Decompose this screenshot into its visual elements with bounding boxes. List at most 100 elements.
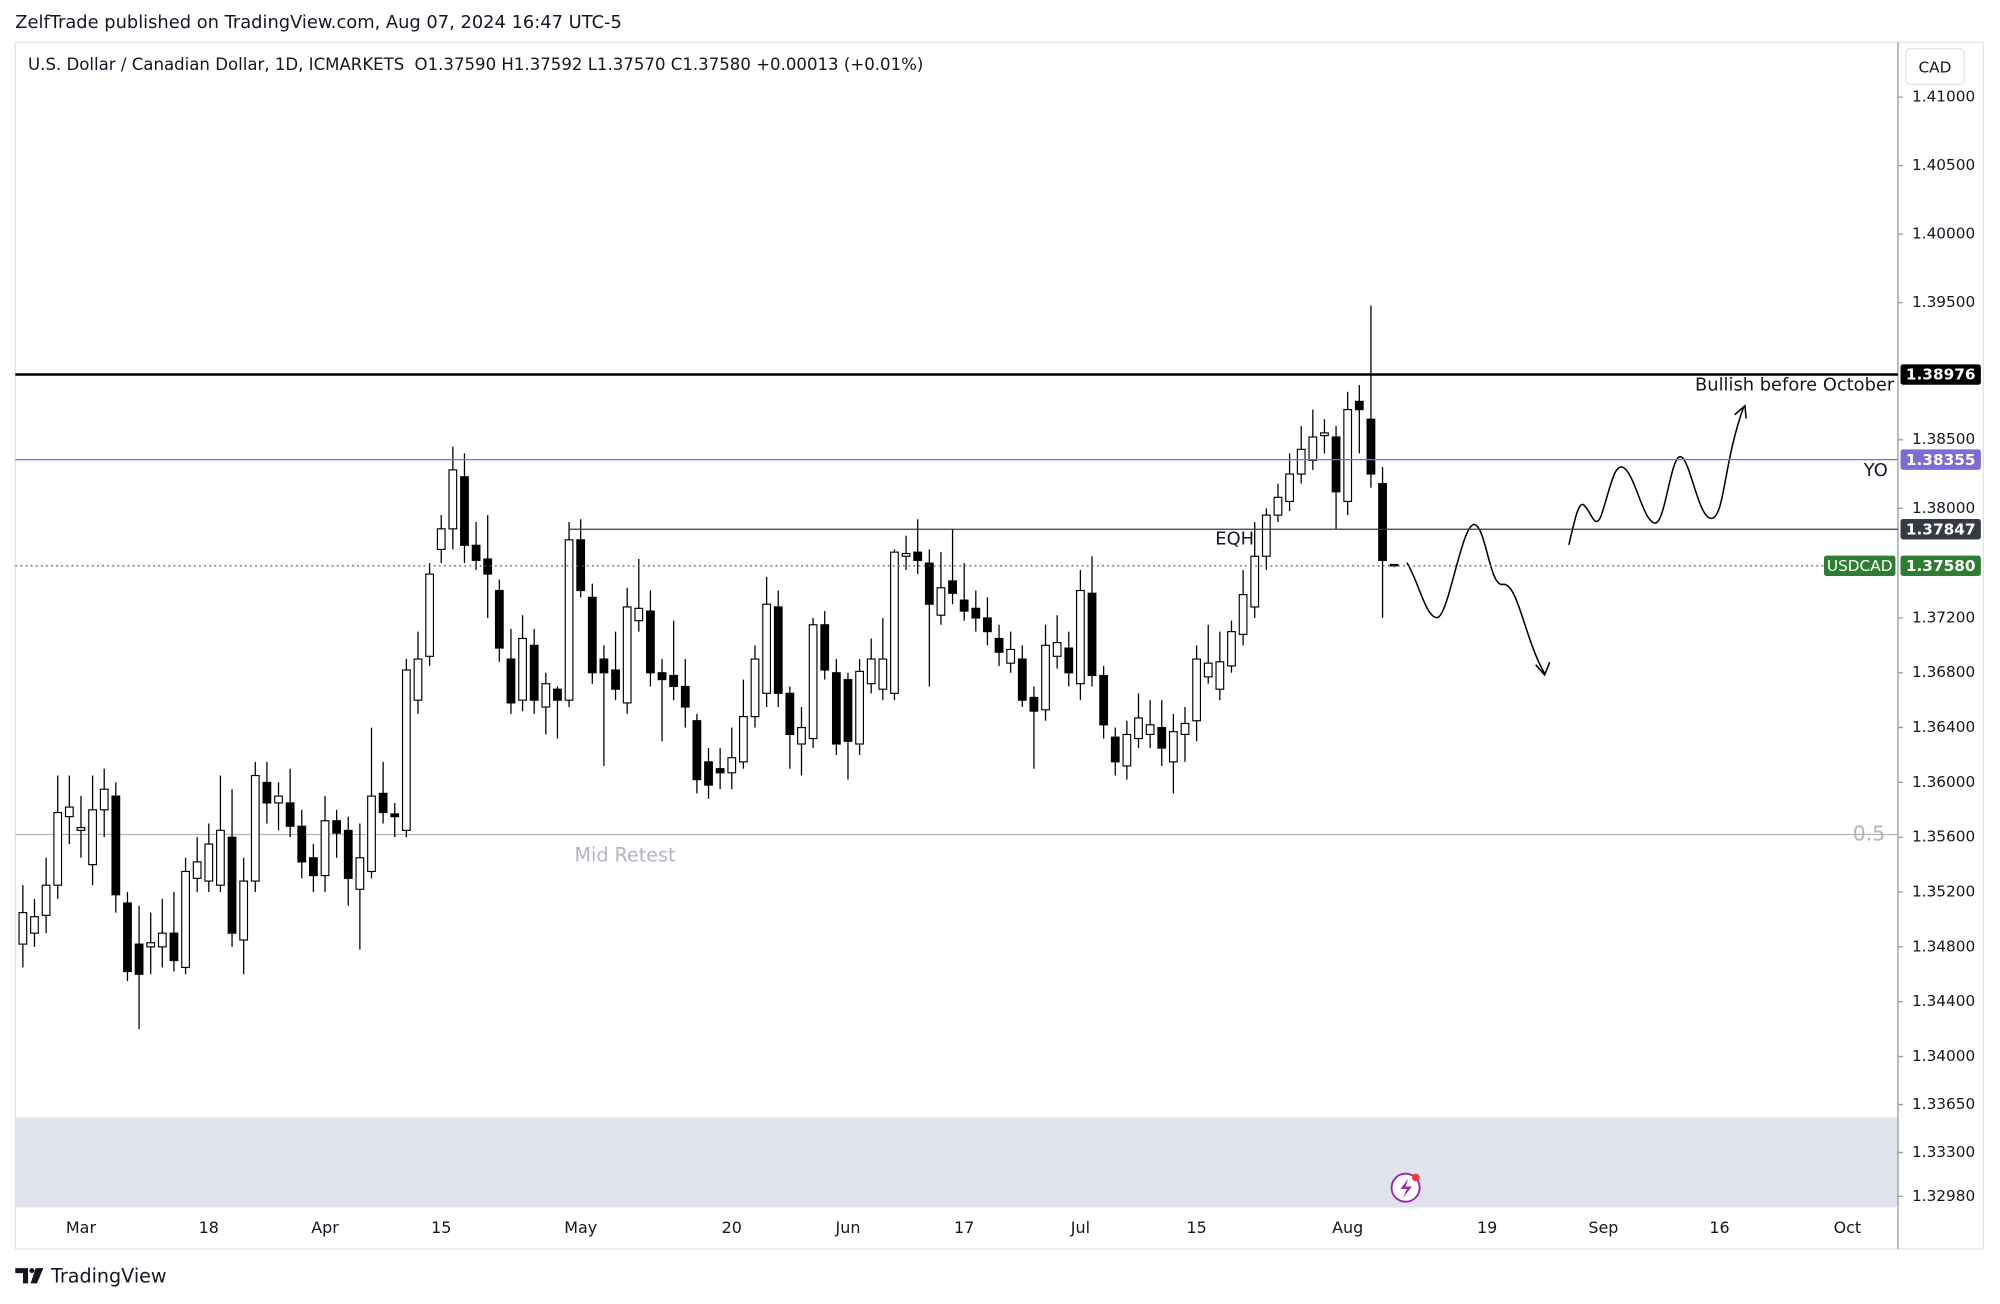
candle-body <box>239 880 249 941</box>
candle-body <box>1006 648 1016 664</box>
y-tick-label: 1.37200 <box>1912 608 1975 626</box>
y-tick-label: 1.33650 <box>1912 1095 1975 1113</box>
candle-body <box>1192 658 1202 722</box>
candle-body <box>936 587 946 616</box>
candle-body <box>785 692 795 735</box>
candle-body <box>401 669 411 831</box>
x-tick-label: Jul <box>1070 1218 1090 1237</box>
price-label-box <box>1900 449 1981 470</box>
candle-body <box>250 774 260 882</box>
candle-body <box>564 539 574 701</box>
candle-body <box>285 802 295 827</box>
candle-body <box>460 476 469 546</box>
bullish-path <box>1568 406 1745 546</box>
alert-dot <box>1411 1173 1420 1182</box>
candle-body <box>587 596 597 674</box>
candle-body <box>471 544 481 561</box>
x-tick-label: Oct <box>1834 1218 1862 1237</box>
candle-body <box>343 829 353 879</box>
candle-body <box>1168 731 1178 763</box>
candle-body <box>773 606 783 694</box>
candle-body <box>646 610 655 674</box>
candle-body <box>738 716 748 763</box>
x-tick-label: Apr <box>311 1218 339 1237</box>
x-tick-label: Aug <box>1332 1218 1363 1237</box>
candle-body <box>413 658 423 701</box>
y-tick-label: 1.39500 <box>1912 293 1975 311</box>
arrow-head <box>1535 661 1551 677</box>
candle-body <box>843 679 853 742</box>
candle-body <box>878 658 888 690</box>
price-label: 1.37580 <box>1906 557 1976 575</box>
candle-body <box>576 539 586 592</box>
candle-body <box>1238 594 1248 635</box>
candle-body <box>274 795 283 804</box>
candle-body <box>680 685 690 708</box>
candle-body <box>692 720 702 781</box>
candle-body <box>262 781 272 804</box>
y-tick-label: 1.40500 <box>1912 156 1975 174</box>
candle-body <box>390 813 400 818</box>
candle-body <box>1250 555 1260 608</box>
candle-body <box>1064 647 1074 674</box>
candle-body <box>529 644 539 701</box>
candle-body <box>541 683 551 708</box>
candle-body <box>727 757 737 774</box>
candle-body <box>355 857 365 890</box>
candle-body <box>1110 736 1120 763</box>
arrow-head <box>1734 404 1747 419</box>
y-tick-label: 1.33300 <box>1912 1143 1975 1161</box>
published-line: ZelfTrade published on TradingView.com, … <box>15 12 622 33</box>
candle-body <box>157 932 167 948</box>
brand-logo <box>15 1268 44 1284</box>
logo-mark <box>30 1268 44 1284</box>
y-tick-label: 1.38500 <box>1912 430 1975 448</box>
y-tick-label: 1.36000 <box>1912 773 1975 791</box>
candle-body <box>88 809 97 866</box>
x-tick-label: May <box>564 1218 597 1237</box>
candle-body <box>924 562 934 605</box>
candle-body <box>890 551 899 694</box>
candle-body <box>76 827 86 831</box>
price-label: 1.38355 <box>1906 451 1976 469</box>
x-tick-label: Jun <box>835 1218 861 1237</box>
candle-body <box>1145 724 1155 735</box>
candle-body <box>99 788 109 811</box>
candle-body <box>1017 658 1027 701</box>
y-tick-label: 1.36800 <box>1912 663 1975 681</box>
candle-body <box>1157 726 1167 749</box>
candle-body <box>866 658 876 685</box>
candle-body <box>669 674 679 688</box>
candle-body <box>30 916 39 934</box>
y-tick-label: 1.35600 <box>1912 828 1975 846</box>
candle-body <box>378 792 388 814</box>
fib-label: 0.5 <box>1853 821 1885 845</box>
logo-dot <box>29 1268 35 1274</box>
candle-body <box>762 603 772 694</box>
candle-body <box>913 551 923 561</box>
symbol: U.S. Dollar / Canadian Dollar, 1D, ICMAR… <box>28 55 404 74</box>
annotation: Bullish before October <box>1695 374 1895 395</box>
currency-box[interactable] <box>1904 48 1965 86</box>
x-tick-label: 15 <box>1186 1218 1206 1237</box>
candle-body <box>1227 631 1236 667</box>
x-tick-label: 20 <box>722 1218 742 1237</box>
candle-body <box>820 624 830 671</box>
candle-body <box>1029 696 1039 712</box>
candle-body <box>216 829 225 886</box>
candle-body <box>948 580 957 594</box>
candle-body <box>1320 432 1329 437</box>
x-tick-label: 19 <box>1477 1218 1497 1237</box>
currency: CAD <box>1918 58 1951 76</box>
candle-body <box>192 861 202 879</box>
symbol-label-box <box>1823 555 1896 577</box>
shaded-band <box>15 1117 1898 1207</box>
candle-body <box>750 658 760 718</box>
candle-body <box>483 558 493 575</box>
y-tick-label: 1.35200 <box>1912 883 1975 901</box>
candle-body <box>959 599 969 612</box>
candle-body <box>599 658 609 674</box>
candle-body <box>111 795 121 896</box>
